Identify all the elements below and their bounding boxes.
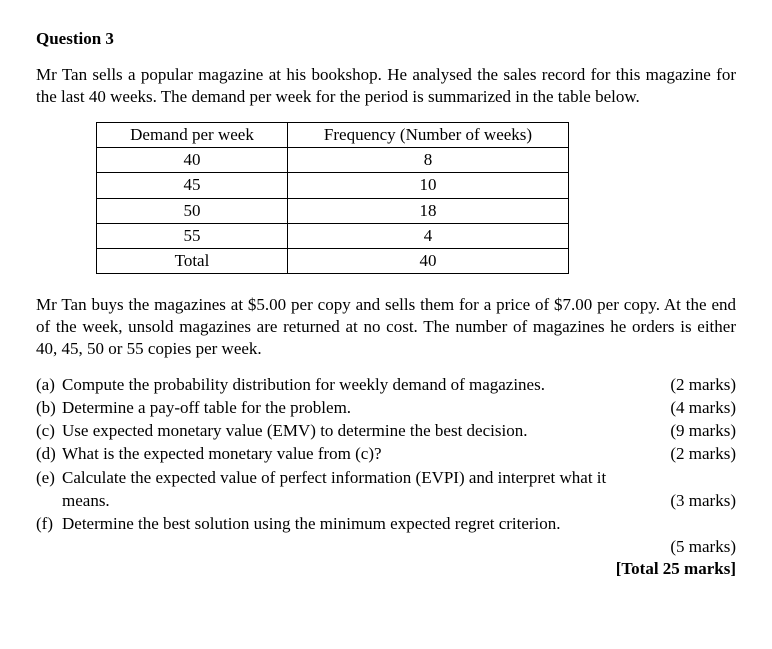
demand-table: Demand per week Frequency (Number of wee… bbox=[96, 122, 569, 274]
part-a: (a) Compute the probability distribution… bbox=[36, 374, 736, 396]
document-page: Question 3 Mr Tan sells a popular magazi… bbox=[0, 0, 772, 649]
intro-paragraph: Mr Tan sells a popular magazine at his b… bbox=[36, 64, 736, 108]
cell-freq: 8 bbox=[288, 148, 569, 173]
table-total-row: Total 40 bbox=[97, 248, 569, 273]
cell-demand: 50 bbox=[97, 198, 288, 223]
part-text-cont: means. bbox=[62, 490, 650, 512]
part-text: Determine a pay-off table for the proble… bbox=[62, 397, 650, 419]
after-table-paragraph: Mr Tan buys the magazines at $5.00 per c… bbox=[36, 294, 736, 360]
table-row: 45 10 bbox=[97, 173, 569, 198]
part-marks: (4 marks) bbox=[650, 397, 736, 419]
cell-total-label: Total bbox=[97, 248, 288, 273]
part-b: (b) Determine a pay-off table for the pr… bbox=[36, 397, 736, 419]
part-text: Calculate the expected value of perfect … bbox=[62, 467, 650, 489]
table-row: 55 4 bbox=[97, 223, 569, 248]
part-label: (e) bbox=[36, 467, 62, 489]
part-c: (c) Use expected monetary value (EMV) to… bbox=[36, 420, 736, 442]
part-marks: (3 marks) bbox=[650, 490, 736, 512]
parts-list: (a) Compute the probability distribution… bbox=[36, 374, 736, 580]
part-text: Compute the probability distribution for… bbox=[62, 374, 650, 396]
cell-demand: 55 bbox=[97, 223, 288, 248]
part-f: (f) Determine the best solution using th… bbox=[36, 513, 736, 535]
question-title: Question 3 bbox=[36, 28, 736, 50]
part-e: (e) Calculate the expected value of perf… bbox=[36, 467, 736, 489]
header-demand: Demand per week bbox=[97, 123, 288, 148]
cell-total-value: 40 bbox=[288, 248, 569, 273]
header-frequency: Frequency (Number of weeks) bbox=[288, 123, 569, 148]
cell-freq: 4 bbox=[288, 223, 569, 248]
part-text: Determine the best solution using the mi… bbox=[62, 513, 650, 535]
cell-demand: 40 bbox=[97, 148, 288, 173]
table-row: 50 18 bbox=[97, 198, 569, 223]
part-f-marks-below: (5 marks) bbox=[36, 536, 736, 558]
part-marks: (2 marks) bbox=[650, 443, 736, 465]
part-label: (b) bbox=[36, 397, 62, 419]
part-marks: (2 marks) bbox=[650, 374, 736, 396]
part-label: (c) bbox=[36, 420, 62, 442]
part-text: Use expected monetary value (EMV) to det… bbox=[62, 420, 650, 442]
part-label: (a) bbox=[36, 374, 62, 396]
part-label: (d) bbox=[36, 443, 62, 465]
table-header-row: Demand per week Frequency (Number of wee… bbox=[97, 123, 569, 148]
cell-freq: 10 bbox=[288, 173, 569, 198]
part-marks: (9 marks) bbox=[650, 420, 736, 442]
table-container: Demand per week Frequency (Number of wee… bbox=[36, 122, 736, 274]
part-e-cont: means. (3 marks) bbox=[36, 490, 736, 512]
part-d: (d) What is the expected monetary value … bbox=[36, 443, 736, 465]
cell-freq: 18 bbox=[288, 198, 569, 223]
part-label: (f) bbox=[36, 513, 62, 535]
cell-demand: 45 bbox=[97, 173, 288, 198]
total-marks: [Total 25 marks] bbox=[36, 558, 736, 580]
part-text: What is the expected monetary value from… bbox=[62, 443, 650, 465]
table-row: 40 8 bbox=[97, 148, 569, 173]
